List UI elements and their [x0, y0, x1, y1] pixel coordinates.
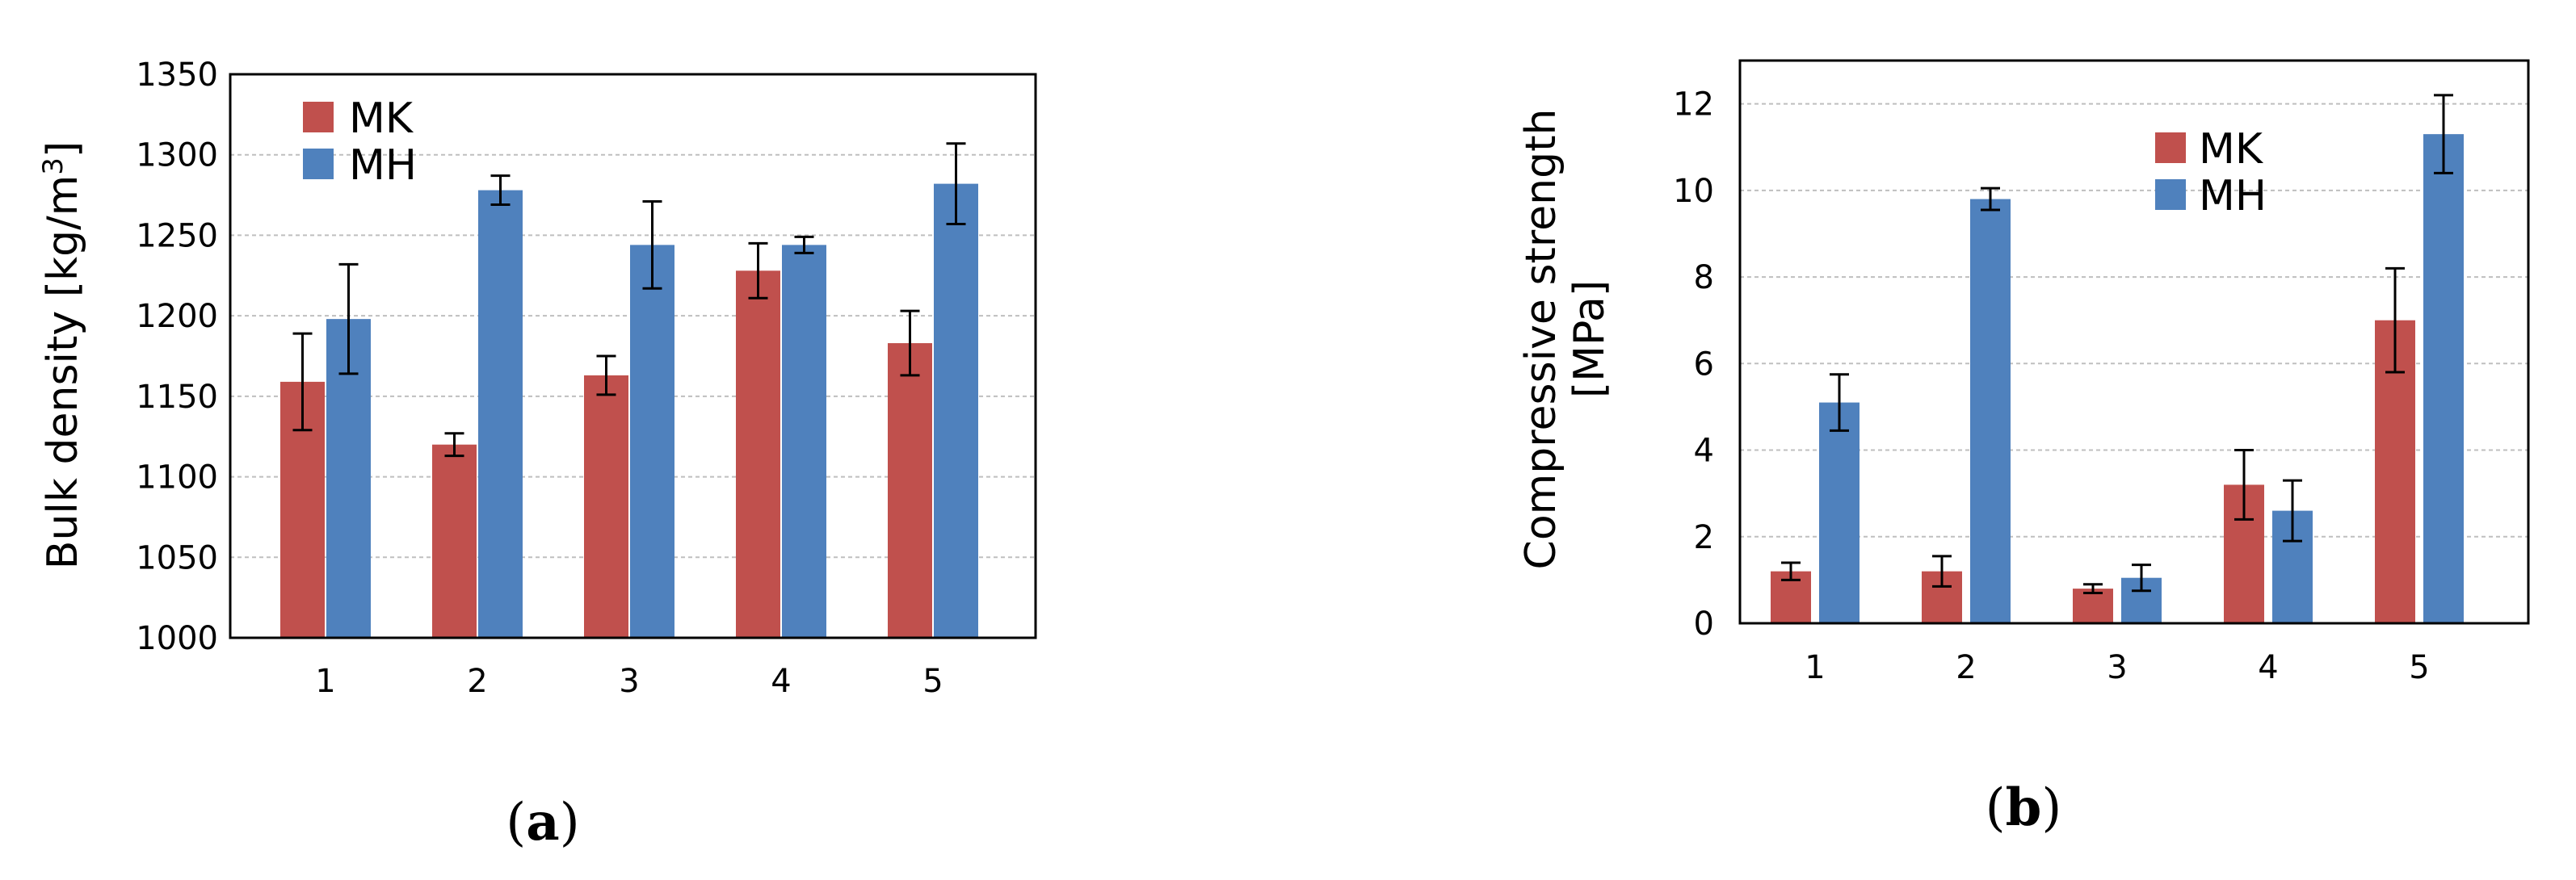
y-tick-label: 1000	[136, 620, 218, 657]
x-tick-label: 1	[1805, 649, 1825, 686]
chart-panel-a: 1000 1050 1100 1150 1200 1250 1300 1350 1 2 3 4 5 B…	[37, 57, 1037, 853]
plot-frame	[1738, 59, 2530, 625]
error-bar-mh-2	[1981, 186, 2000, 212]
x-tick-labels: 1 2 3 4 5	[315, 663, 943, 700]
bar-mh-2	[1970, 199, 2011, 624]
error-bars-group	[1781, 94, 2453, 594]
y-tick-label: 1050	[136, 539, 218, 576]
error-bar-mk-2	[1932, 555, 1952, 588]
error-bar-mk-1	[1781, 561, 1801, 581]
error-bar-mk-2	[444, 432, 464, 458]
error-bar-mh-4	[794, 235, 814, 254]
y-tick-label: 1100	[136, 459, 218, 497]
y-tick-label: 1150	[136, 379, 218, 416]
error-bar-mh-5	[2434, 94, 2453, 174]
bar-mh-5	[934, 183, 978, 638]
y-tick-label: 1200	[136, 298, 218, 335]
error-bar-mk-1	[292, 332, 313, 432]
x-tick-label: 4	[2258, 649, 2278, 686]
panel-label-b: (b)	[1986, 777, 2062, 838]
bar-mk-5	[888, 343, 932, 638]
error-bar-mk-3	[596, 354, 616, 396]
y-tick-label: 2	[1694, 519, 1714, 556]
error-bar-mh-3	[642, 200, 662, 290]
bars-group	[1771, 134, 2464, 624]
y-tick-label: 0	[1694, 606, 1714, 643]
x-tick-label: 5	[922, 663, 943, 700]
error-bar-mh-1	[1830, 373, 1849, 432]
y-tick-label: 8	[1694, 259, 1714, 296]
error-bar-mk-4	[2234, 449, 2254, 521]
y-tick-labels: 0 2 4 6 8 10 12	[1673, 86, 1714, 643]
y-tick-label: 6	[1694, 346, 1714, 383]
bar-mk-4	[736, 270, 780, 638]
y-axis-title-line2: [MPa]	[1565, 280, 1614, 398]
y-axis-title: Bulk density [kg/m3]	[37, 141, 87, 569]
panel-label-a: (a)	[506, 792, 579, 853]
error-bar-mh-2	[490, 174, 511, 207]
x-tick-label: 3	[2107, 649, 2127, 686]
legend-swatch-mk	[2155, 132, 2186, 163]
error-bar-mh-1	[338, 262, 359, 375]
legend-label-mh: MH	[2199, 172, 2267, 220]
x-tick-label: 4	[771, 663, 791, 700]
bar-mk-2	[432, 444, 477, 638]
error-bar-mk-4	[748, 241, 768, 300]
y-tick-label: 1250	[136, 217, 218, 254]
legend-swatch-mh	[303, 149, 334, 179]
bar-mh-1	[1819, 402, 1860, 623]
legend-swatch-mk	[303, 102, 334, 132]
x-tick-label: 5	[2409, 649, 2429, 686]
error-bar-mh-3	[2132, 564, 2151, 593]
legend-label-mh: MH	[349, 141, 417, 190]
y-tick-label: 12	[1673, 86, 1714, 124]
bar-mh-5	[2423, 134, 2464, 624]
y-tick-label: 10	[1673, 173, 1714, 210]
legend-label-mk: MK	[2199, 125, 2264, 174]
y-tick-label: 4	[1694, 433, 1714, 470]
y-tick-labels: 1000 1050 1100 1150 1200 1250 1300 1350	[136, 57, 218, 657]
bar-mk-3	[2073, 589, 2113, 623]
error-bars-group	[292, 142, 966, 458]
error-bar-mk-3	[2083, 583, 2103, 594]
plot-frame	[229, 73, 1037, 639]
y-tick-label: 1300	[136, 137, 218, 174]
error-bar-mh-4	[2283, 479, 2302, 543]
x-tick-label: 1	[315, 663, 335, 700]
x-tick-label: 2	[467, 663, 487, 700]
error-bar-mh-5	[946, 142, 966, 225]
bar-mh-3	[630, 245, 674, 638]
bar-mh-2	[478, 190, 523, 639]
legend-label-mk: MK	[349, 94, 414, 143]
bars-group	[280, 183, 978, 639]
legend-swatch-mh	[2155, 179, 2186, 210]
y-tick-label: 1350	[136, 57, 218, 94]
x-tick-label: 2	[1956, 649, 1976, 686]
error-bar-mk-5	[900, 309, 920, 377]
bar-mh-4	[782, 245, 826, 638]
y-axis-title-line1: Compressive strength	[1517, 109, 1565, 570]
error-bar-mk-5	[2385, 266, 2405, 374]
bar-mk-3	[584, 375, 628, 638]
x-tick-label: 3	[619, 663, 639, 700]
x-tick-labels: 1 2 3 4 5	[1805, 649, 2429, 686]
